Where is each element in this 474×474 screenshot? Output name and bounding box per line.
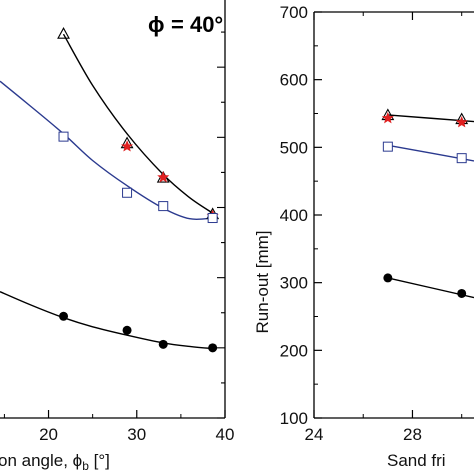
data-point-triangle: [57, 27, 70, 39]
right-y-tick-label: 200: [280, 341, 308, 360]
left-chart: 20 30 40 ϕ = 40° on angle, ϕb [°]: [0, 0, 234, 473]
right-y-tick-label: 400: [280, 206, 308, 225]
title-phi-symbol: ϕ: [148, 12, 165, 37]
right-chart: 100 200 300 400 500 600 700 24 28 Run-out [mm] S…: [253, 3, 474, 470]
data-point-star: [455, 115, 468, 128]
data-point-circle: [59, 311, 69, 321]
data-point-square: [58, 131, 69, 142]
left-plot-area: 20 30 40: [0, 0, 234, 444]
left-x-tick-label: 30: [127, 425, 146, 444]
data-point-circle: [457, 288, 467, 298]
right-y-tick-label: 600: [280, 71, 308, 90]
right-y-tick-label: 500: [280, 138, 308, 157]
series-triangle-open: [381, 108, 469, 125]
right-y-tick-label: 300: [280, 274, 308, 293]
left-x-tick-label: 40: [216, 425, 235, 444]
right-x-tick-label: 28: [403, 425, 422, 444]
data-point-square: [456, 153, 467, 164]
fit-curve: [387, 114, 474, 123]
data-point-circle: [158, 339, 168, 349]
series-square-open: [58, 131, 218, 224]
data-point-star: [157, 170, 170, 183]
data-point-square: [207, 213, 218, 224]
left-x-tick-label: 20: [39, 425, 58, 444]
series-star-red: [381, 111, 468, 128]
fit-curve: [387, 277, 474, 299]
left-x-axis-title-main: on angle, ϕ: [0, 451, 82, 470]
series-circle-filled: [383, 273, 467, 298]
fit-curve: [0, 80, 213, 221]
title-phi-value: = 40°: [171, 12, 223, 37]
data-point-circle: [122, 325, 132, 335]
right-plot-area: 100 200 300 400 500 600 700 24 28: [280, 3, 474, 444]
right-y-tick-label: 100: [280, 409, 308, 428]
right-y-tick-label: 700: [280, 3, 308, 22]
fit-curve: [387, 144, 474, 162]
data-point-circle: [208, 343, 218, 353]
series-square-open: [382, 141, 467, 164]
data-point-square: [158, 201, 169, 212]
data-point-star: [121, 140, 134, 152]
series-triangle-open: [57, 27, 220, 220]
left-x-axis-title: on angle, ϕb [°]: [0, 451, 110, 473]
right-y-axis-title: Run-out [mm]: [253, 231, 272, 334]
fit-curve: [62, 33, 213, 214]
left-x-axis-title-unit: [°]: [89, 451, 110, 470]
data-point-square: [382, 141, 393, 152]
right-x-axis-title: Sand fri: [387, 451, 446, 470]
data-point-square: [122, 187, 133, 198]
left-chart-title: ϕ = 40°: [148, 12, 223, 37]
right-x-tick-label: 24: [305, 425, 324, 444]
fit-curve: [0, 291, 213, 350]
series-circle-filled: [59, 311, 218, 353]
data-point-circle: [383, 273, 393, 283]
data-point-star: [381, 111, 394, 124]
left-x-axis-title-sub: b: [82, 459, 89, 473]
